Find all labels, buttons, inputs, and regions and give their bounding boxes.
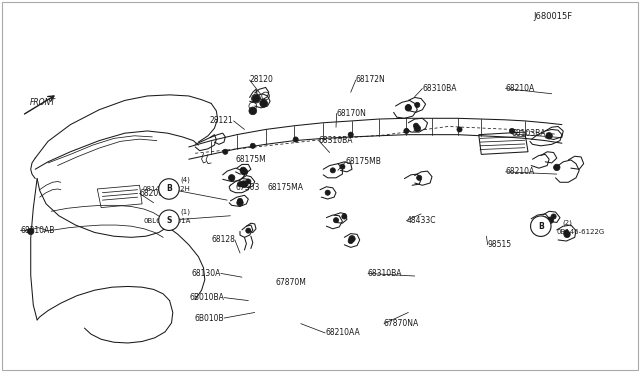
Text: (1): (1) [180,208,191,215]
Text: 68310BA: 68310BA [368,269,403,278]
Circle shape [240,167,246,174]
Text: 68175M: 68175M [236,155,266,164]
Text: 68210A: 68210A [506,167,535,176]
Text: 68200: 68200 [140,189,164,198]
Circle shape [159,179,179,199]
Circle shape [237,198,243,203]
Circle shape [330,168,335,173]
Circle shape [223,149,228,154]
Circle shape [531,216,551,237]
Text: 68310BA: 68310BA [422,84,457,93]
Text: 68175MB: 68175MB [346,157,381,166]
Circle shape [260,100,268,107]
Text: B: B [538,222,543,231]
Circle shape [325,190,330,195]
Circle shape [348,238,353,244]
Circle shape [241,169,248,175]
Text: 67503: 67503 [236,183,260,192]
Text: 98515: 98515 [488,240,512,249]
Text: 08146-6122H: 08146-6122H [143,186,191,192]
Text: S: S [166,216,172,225]
Circle shape [404,128,409,134]
Circle shape [340,164,345,169]
Circle shape [249,107,257,115]
Circle shape [554,164,560,171]
Text: 68210A: 68210A [506,84,535,93]
Circle shape [28,228,34,235]
Circle shape [546,132,552,139]
Text: 67870NA: 67870NA [384,319,419,328]
Text: 0BL68-6161A: 0BL68-6161A [143,218,191,224]
Circle shape [293,137,298,142]
Circle shape [237,199,243,206]
Text: 28121: 28121 [210,116,234,125]
Circle shape [564,230,569,235]
Circle shape [333,218,339,223]
Circle shape [250,143,255,148]
Circle shape [240,181,246,187]
Text: 68175MA: 68175MA [268,183,303,192]
Text: 68172N: 68172N [356,76,385,84]
Circle shape [547,217,554,224]
Circle shape [564,231,570,238]
Circle shape [457,127,462,132]
Circle shape [414,125,420,132]
Circle shape [246,228,251,233]
Text: 68170N: 68170N [337,109,367,118]
Circle shape [237,182,243,187]
Circle shape [159,210,179,231]
Text: 68103BA: 68103BA [512,129,547,138]
Text: 6B010BA: 6B010BA [189,293,224,302]
Circle shape [348,132,353,137]
Circle shape [406,105,411,110]
Text: 6B010B: 6B010B [195,314,224,323]
Circle shape [228,174,235,181]
Circle shape [417,175,422,180]
Text: 68310BA: 68310BA [319,136,353,145]
Text: 0B146-6122G: 0B146-6122G [557,230,605,235]
Circle shape [342,214,347,219]
Circle shape [413,123,419,128]
Circle shape [509,128,515,134]
Circle shape [349,235,355,242]
Text: (4): (4) [181,176,191,183]
Text: 67870M: 67870M [275,278,306,287]
Text: B: B [166,185,172,193]
Text: 68128: 68128 [211,235,235,244]
Text: J680015F: J680015F [534,12,573,21]
Text: 68210AA: 68210AA [325,328,360,337]
Text: 28120: 28120 [250,76,273,84]
Circle shape [241,181,248,187]
Circle shape [252,95,260,102]
Circle shape [415,102,420,108]
Circle shape [551,214,556,219]
Circle shape [405,105,412,111]
Circle shape [543,217,548,222]
Circle shape [246,179,251,184]
Text: 68130A: 68130A [191,269,221,278]
Text: (2): (2) [562,219,572,226]
Text: 68210AB: 68210AB [20,226,55,235]
Text: 48433C: 48433C [406,216,436,225]
Text: FRONT: FRONT [29,98,56,107]
